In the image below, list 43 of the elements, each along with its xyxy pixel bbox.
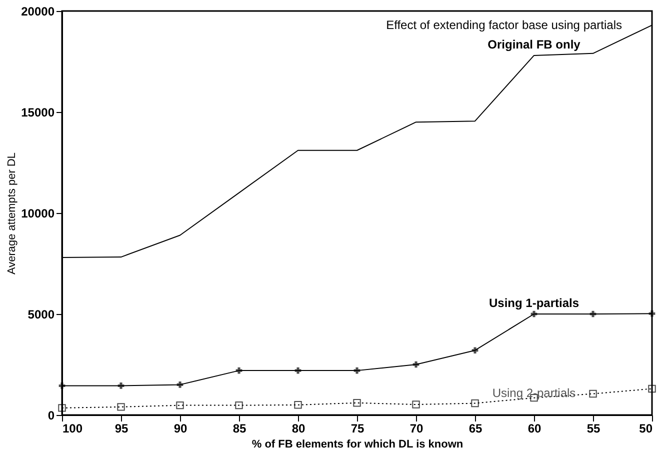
point: [412, 361, 420, 368]
x-tick-label: 50: [639, 422, 653, 436]
x-tick-label: 75: [350, 422, 364, 436]
y-tick-label: 5000: [28, 308, 55, 322]
y-tick-label: 15000: [21, 106, 55, 120]
x-tick-label: 85: [232, 422, 246, 436]
point: [530, 310, 538, 318]
x-tick-label: 65: [468, 422, 482, 436]
point: [235, 401, 243, 410]
y-tick-label: 10000: [21, 206, 55, 220]
point: [294, 401, 302, 409]
point: [354, 367, 360, 374]
x-tick-label: 95: [114, 422, 128, 436]
point: [589, 390, 597, 398]
point: [353, 399, 361, 407]
point: [117, 403, 125, 411]
point: [58, 404, 66, 412]
x-tick-label: 70: [410, 422, 424, 436]
point: [236, 367, 242, 374]
y-tick-label: 0: [48, 408, 55, 422]
x-tick-label: 55: [586, 422, 600, 436]
x-tick-label: 60: [528, 422, 542, 436]
x-axis-title: % of FB elements for which DL is known: [252, 438, 464, 450]
point: [412, 400, 420, 408]
annotation: Effect of extending factor base using partials: [386, 18, 622, 32]
series-label: Using 2-partials: [492, 386, 576, 400]
point: [118, 382, 124, 389]
point: [58, 382, 66, 389]
series-label: Using 1-partials: [488, 296, 580, 310]
point: [176, 382, 184, 388]
y-axis-title: Average attempts per DL: [6, 152, 18, 275]
point: [590, 310, 596, 318]
series-label: Original FB only: [488, 37, 581, 52]
point: [294, 367, 302, 374]
x-tick-label: 100: [62, 422, 83, 436]
point: [648, 310, 656, 317]
x-tick-label: 90: [174, 422, 188, 436]
point: [176, 401, 184, 410]
x-tick-label: 80: [292, 422, 306, 436]
y-tick-label: 20000: [21, 4, 55, 18]
point: [471, 399, 479, 408]
point: [472, 347, 478, 354]
point: [648, 384, 656, 393]
